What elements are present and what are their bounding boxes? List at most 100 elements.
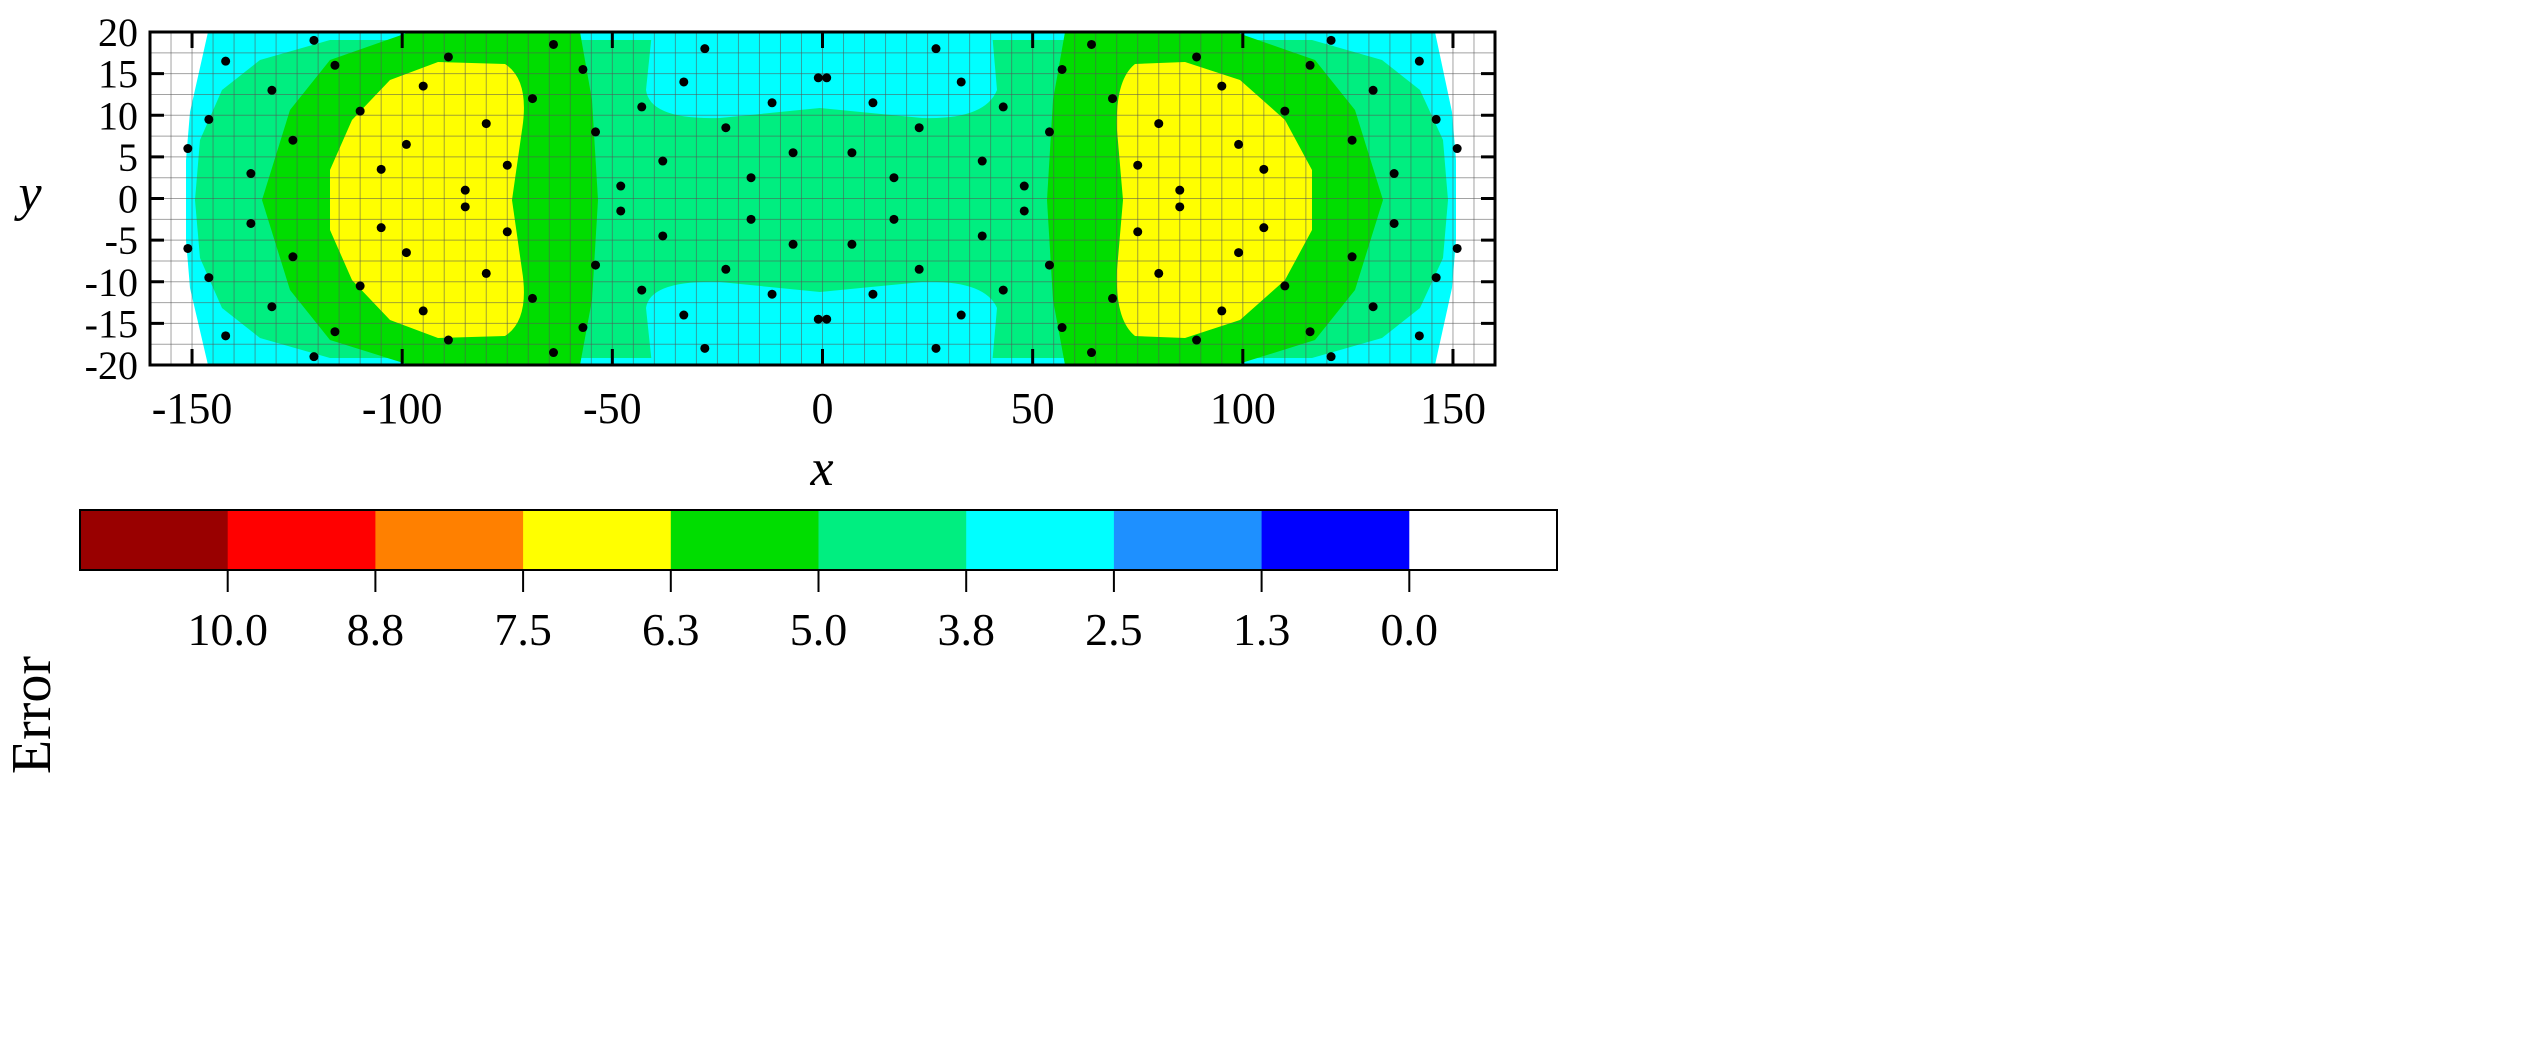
sensor-point	[1019, 181, 1029, 191]
sensor-point	[443, 335, 453, 345]
sensor-point	[591, 127, 601, 137]
sensor-point	[1217, 81, 1227, 91]
y-tick-label: 20	[98, 10, 138, 55]
sensor-point	[998, 102, 1008, 112]
sensor-point	[204, 114, 214, 124]
sensor-point	[956, 310, 966, 320]
x-tick-label: 0	[812, 384, 834, 433]
sensor-point	[1133, 160, 1143, 170]
sensor-point	[288, 135, 298, 145]
sensor-point	[1347, 135, 1357, 145]
sensor-point	[376, 164, 386, 174]
x-tick-label: -100	[362, 384, 443, 433]
sensor-point	[813, 73, 823, 83]
sensor-point	[246, 218, 256, 228]
colorbar-tick-label: 0.0	[1381, 604, 1439, 655]
sensor-point	[288, 252, 298, 262]
colorbar-tick-label: 8.8	[347, 604, 405, 655]
sensor-point	[1452, 144, 1462, 154]
y-tick-label: 10	[98, 93, 138, 138]
sensor-point	[502, 227, 512, 237]
colorbar-tick-label: 5.0	[790, 604, 848, 655]
sensor-point	[309, 35, 319, 45]
sensor-point	[309, 352, 319, 362]
sensor-point	[401, 139, 411, 149]
sensor-point	[355, 106, 365, 116]
y-tick-label: 15	[98, 52, 138, 97]
colorbar-tick-label: 3.8	[937, 604, 995, 655]
colorbar-cell	[1113, 510, 1263, 570]
sensor-point	[1087, 348, 1096, 358]
sensor-point	[221, 56, 231, 66]
sensor-point	[931, 343, 941, 353]
sensor-point	[813, 314, 823, 324]
sensor-point	[1280, 281, 1290, 291]
sensor-point	[788, 239, 798, 249]
sensor-point	[616, 206, 626, 216]
sensor-point	[221, 331, 231, 341]
sensor-point	[1259, 164, 1269, 174]
x-tick-label: -50	[583, 384, 642, 433]
sensor-point	[267, 85, 277, 95]
sensor-point	[1192, 335, 1202, 345]
sensor-point	[1326, 35, 1336, 45]
sensor-point	[183, 144, 193, 154]
sensor-point	[746, 173, 756, 183]
sensor-point	[788, 148, 798, 158]
colorbar-cell	[818, 510, 967, 570]
sensor-point	[1108, 293, 1118, 303]
sensor-point	[1389, 169, 1399, 179]
sensor-point	[868, 289, 878, 299]
plot-area	[148, 30, 1497, 367]
sensor-point	[267, 302, 277, 312]
x-tick-label: 50	[1011, 384, 1055, 433]
colorbar-cell	[670, 510, 819, 570]
sensor-point	[679, 77, 689, 87]
sensor-point	[637, 285, 647, 295]
sensor-point	[1019, 206, 1029, 216]
sensor-point	[591, 260, 601, 270]
sensor-point	[401, 248, 411, 258]
colorbar: 10.0 8.8 7.5 6.3 5.0 3.8 2.5 1.3 0.0 Error	[1, 509, 1558, 774]
sensor-point	[460, 185, 470, 195]
sensor-point	[578, 323, 588, 333]
colorbar-cell	[227, 510, 376, 570]
sensor-point	[889, 173, 899, 183]
sensor-point	[246, 169, 256, 179]
x-axis-label: x	[809, 440, 833, 497]
colorbar-cell	[1261, 510, 1410, 570]
sensor-point	[1414, 331, 1424, 341]
sensor-point	[847, 148, 857, 158]
colorbar-tick-label: 6.3	[642, 604, 700, 655]
sensor-point	[460, 202, 470, 212]
sensor-point	[1389, 218, 1399, 228]
sensor-point	[847, 239, 857, 249]
sensor-point	[868, 98, 878, 108]
sensor-point	[418, 306, 428, 316]
x-tick-labels: -150 -100 -50 0 50 100 150	[152, 384, 1486, 433]
sensor-point	[1133, 227, 1143, 237]
sensor-point	[376, 223, 386, 233]
sensor-point	[183, 243, 193, 253]
sensor-point	[1087, 39, 1096, 49]
sensor-point	[527, 94, 537, 104]
sensor-point	[502, 160, 512, 170]
y-tick-label: 5	[118, 135, 138, 180]
colorbar-labels: 10.0 8.8 7.5 6.3 5.0 3.8 2.5 1.3 0.0	[187, 604, 1438, 655]
sensor-point	[977, 231, 987, 241]
sensor-point	[658, 231, 668, 241]
y-axis-label: y	[13, 165, 42, 222]
y-tick-label: -15	[85, 301, 138, 346]
sensor-point	[330, 327, 340, 337]
colorbar-cell	[375, 510, 524, 570]
colorbar-tick-label: 10.0	[187, 604, 268, 655]
sensor-point	[1234, 248, 1244, 258]
sensor-point	[1280, 106, 1290, 116]
sensor-point	[549, 39, 558, 49]
gridlines	[150, 32, 1495, 365]
sensor-point	[1154, 268, 1164, 278]
sensor-point	[355, 281, 365, 291]
colorbar-cell	[966, 510, 1115, 570]
sensor-point	[578, 64, 588, 74]
